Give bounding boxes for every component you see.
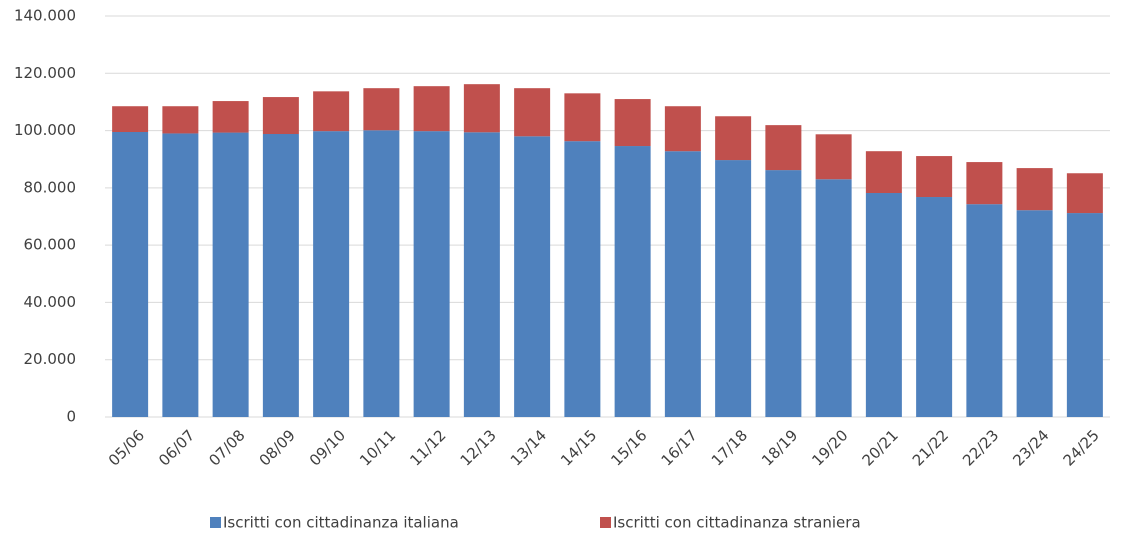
x-tick-label: 20/21 [859, 426, 902, 469]
y-tick-label: 0 [66, 408, 76, 426]
bar-segment [413, 86, 450, 132]
x-tick-label: 22/23 [959, 426, 1002, 469]
x-tick-label: 06/07 [155, 426, 198, 469]
bar-segment [112, 132, 149, 417]
x-tick-label: 23/24 [1009, 426, 1052, 469]
bar-segment [212, 132, 249, 418]
bar-segment [564, 93, 601, 142]
x-tick-label: 21/22 [909, 426, 952, 469]
x-tick-label: 16/17 [658, 426, 701, 469]
bar-segment [664, 106, 701, 152]
bar-segment [463, 84, 500, 133]
bar-segment [564, 141, 601, 417]
bar-segment [112, 106, 149, 133]
bar-segment [162, 133, 199, 417]
legend-label: Iscritti con cittadinanza italiana [223, 514, 459, 532]
y-tick-label: 60.000 [24, 236, 77, 254]
bar-segment [262, 134, 299, 417]
y-tick-label: 20.000 [24, 350, 77, 368]
bar-segment [865, 151, 902, 194]
bar-segment [916, 156, 953, 198]
bar-segment [514, 136, 551, 418]
bar-segment [514, 88, 551, 137]
x-tick-label: 09/10 [306, 426, 349, 469]
legend-swatch [210, 517, 221, 528]
y-tick-label: 40.000 [24, 293, 77, 311]
y-tick-label: 140.000 [14, 7, 76, 25]
x-tick-label: 11/12 [406, 426, 449, 469]
bar-segment [1016, 168, 1053, 211]
bar-segment [463, 132, 500, 418]
bar-segment [765, 170, 802, 417]
x-tick-label: 24/25 [1060, 426, 1103, 469]
x-tick-label: 10/11 [356, 426, 399, 469]
x-tick-label: 07/08 [205, 426, 248, 469]
legend-swatch [600, 517, 611, 528]
x-tick-label: 18/19 [758, 426, 801, 469]
bar-segment [664, 151, 701, 418]
legend-label: Iscritti con cittadinanza straniera [613, 514, 861, 532]
x-tick-label: 13/14 [507, 426, 550, 469]
bar-segment [815, 134, 852, 180]
bar-segment [765, 125, 802, 171]
y-tick-label: 80.000 [24, 178, 77, 196]
bar-segment [715, 160, 752, 417]
x-tick-label: 17/18 [708, 426, 751, 469]
y-tick-label: 100.000 [14, 121, 76, 139]
x-tick-label: 15/16 [607, 426, 650, 469]
y-tick-label: 120.000 [14, 64, 76, 82]
x-tick-label: 19/20 [808, 426, 851, 469]
bar-segment [1066, 213, 1103, 417]
bar-segment [262, 97, 299, 135]
bar-segment [614, 146, 651, 417]
bar-segment [363, 130, 400, 417]
x-tick-label: 05/06 [105, 426, 148, 469]
bar-segment [865, 193, 902, 417]
bar-segment [413, 131, 450, 417]
x-tick-label: 12/13 [457, 426, 500, 469]
bar-segment [212, 101, 249, 133]
bar-segment [1066, 173, 1103, 214]
bar-segment [966, 162, 1003, 205]
bar-segment [1016, 210, 1053, 417]
bar-segment [815, 179, 852, 417]
bar-segment [966, 204, 1003, 417]
bar-segment [916, 197, 953, 417]
bar-segment [313, 131, 350, 417]
bar-segment [162, 106, 199, 134]
bar-segment [363, 88, 400, 131]
bar-segment [614, 99, 651, 147]
bar-segment [313, 91, 350, 132]
bar-segment [715, 116, 752, 161]
x-tick-label: 14/15 [557, 426, 600, 469]
x-tick-label: 08/09 [256, 426, 299, 469]
